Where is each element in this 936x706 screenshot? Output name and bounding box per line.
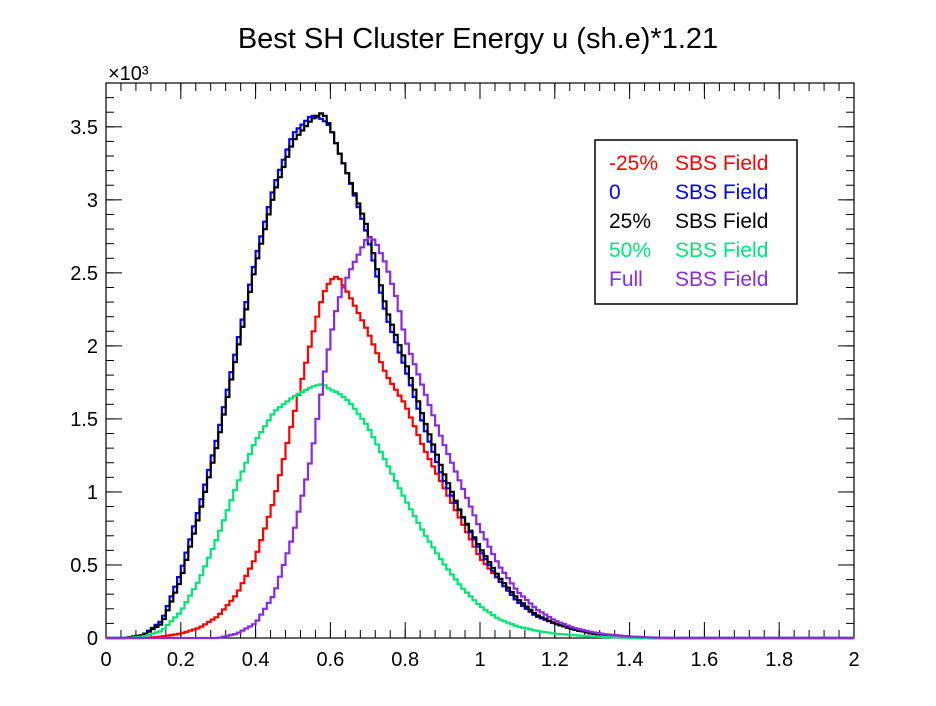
x-tick-label: 1 xyxy=(474,649,485,671)
y-tick-label: 1 xyxy=(87,482,98,504)
legend-entry-prefix: 25% xyxy=(609,210,651,233)
x-tick-label: 1.6 xyxy=(690,649,718,671)
x-tick-label: 0 xyxy=(100,649,111,671)
y-tick-label: 3 xyxy=(87,190,98,212)
legend-entry-label: SBS Field xyxy=(675,152,768,175)
series-group xyxy=(106,112,854,640)
y-tick-label: 2 xyxy=(87,336,98,358)
y-tick-label: 0.5 xyxy=(70,555,98,577)
y-tick-label: 3.5 xyxy=(70,117,98,139)
x-tick-label: 1.8 xyxy=(765,649,793,671)
legend-entry-prefix: 50% xyxy=(609,239,651,262)
x-tick-label: 0.6 xyxy=(316,649,344,671)
legend-box xyxy=(594,139,798,305)
legend-entry-label: SBS Field xyxy=(675,239,768,262)
y-axis-exponent-label: ×10³ xyxy=(108,63,149,85)
legend: -25% SBS Field 0 SBS Field 25% SBS Field 50% SB… xyxy=(594,139,798,305)
series-line-3 xyxy=(106,383,854,640)
legend-entry-prefix: 0 xyxy=(609,181,621,204)
series-line-4 xyxy=(106,236,854,640)
legend-entry-prefix: -25% xyxy=(609,152,658,175)
x-tick-label: 0.2 xyxy=(167,649,195,671)
series-line-0 xyxy=(106,275,854,640)
y-tick-label: 1.5 xyxy=(70,409,98,431)
x-tick-label: 0.8 xyxy=(391,649,419,671)
x-tick-label: 1.2 xyxy=(541,649,569,671)
x-tick-label: 0.4 xyxy=(242,649,270,671)
chart-title: Best SH Cluster Energy u (sh.e)*1.21 xyxy=(238,23,718,55)
x-tick-label: 2 xyxy=(848,649,859,671)
axes: 0 0.2 0.4 0.6 0.8 1 1.2 1.4 1.6 1.8 2 0 0.5 1 1.5 2 2.5 3… xyxy=(70,83,860,671)
legend-entry-label: SBS Field xyxy=(675,181,768,204)
x-tick-label: 1.4 xyxy=(616,649,644,671)
y-tick-label: 2.5 xyxy=(70,263,98,285)
legend-entry-prefix: Full xyxy=(609,268,643,291)
legend-entry-label: SBS Field xyxy=(675,210,768,233)
y-tick-label: 0 xyxy=(87,628,98,650)
legend-entry-label: SBS Field xyxy=(675,268,768,291)
